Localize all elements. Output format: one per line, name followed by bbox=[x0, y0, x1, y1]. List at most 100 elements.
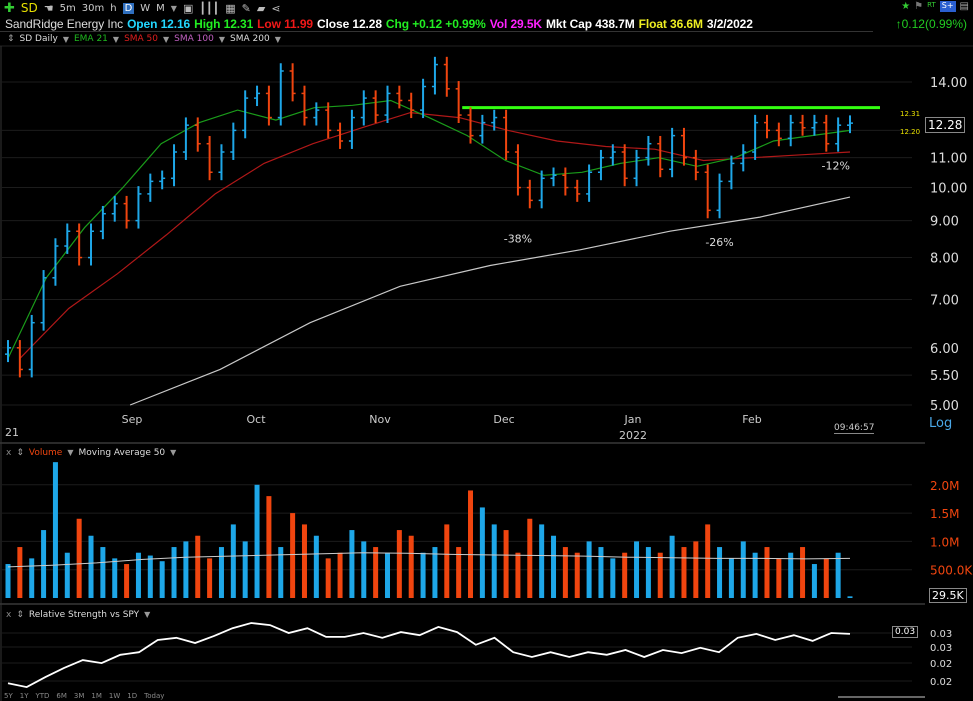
low-label: Low bbox=[257, 16, 281, 31]
volume-bar bbox=[313, 535, 319, 598]
rs-close-button[interactable]: x bbox=[6, 610, 12, 620]
save-icon[interactable]: ▤ bbox=[959, 1, 969, 12]
pencil-icon[interactable]: ✎ bbox=[241, 1, 251, 15]
float-value: 36.6M bbox=[670, 16, 703, 31]
volume-bar bbox=[539, 524, 545, 598]
quote-date: 3/2/2022 bbox=[706, 16, 753, 31]
volume-bar bbox=[823, 558, 829, 598]
star-icon[interactable]: ★ bbox=[901, 1, 911, 12]
volume-tick-label: 2.0M bbox=[930, 479, 959, 493]
drag-handle-icon[interactable]: ⇕ bbox=[7, 34, 15, 44]
volume-bar bbox=[835, 552, 841, 598]
symbol-input[interactable]: SD bbox=[20, 1, 38, 15]
chevron-down-icon[interactable]: ▼ bbox=[112, 34, 120, 44]
volume-bar bbox=[88, 535, 94, 598]
tf-monthly[interactable]: M bbox=[156, 2, 165, 14]
chevron-down-icon[interactable]: ▼ bbox=[218, 34, 226, 44]
volume-bar bbox=[337, 552, 343, 598]
vol-value: 29.5K bbox=[510, 16, 542, 31]
quote-info-bar: SandRidge Energy Inc Open 12.16 High 12.… bbox=[0, 16, 873, 32]
rs-tick-label: 0.03 bbox=[930, 643, 952, 654]
scan-icon[interactable]: S+ bbox=[939, 1, 956, 12]
flag-icon[interactable]: ⚑ bbox=[914, 1, 924, 12]
share-icon[interactable]: ⋖ bbox=[271, 1, 281, 15]
current-price-label: 12.28 bbox=[925, 117, 966, 133]
range-button-today[interactable]: Today bbox=[144, 692, 165, 700]
legend-ema21[interactable]: EMA 21 bbox=[73, 34, 108, 44]
chevron-down-icon[interactable]: ▼ bbox=[67, 448, 74, 457]
chevron-down-icon[interactable]: ▼ bbox=[170, 448, 177, 457]
range-button-6m[interactable]: 6M bbox=[56, 692, 67, 700]
company-name: SandRidge Energy Inc bbox=[5, 16, 124, 31]
sma50-line bbox=[19, 111, 851, 359]
volume-bar bbox=[254, 484, 260, 598]
rs-tick-label: 0.02 bbox=[930, 659, 952, 670]
volume-bar bbox=[764, 547, 770, 598]
volume-bar bbox=[586, 541, 592, 598]
tf-5m[interactable]: 5m bbox=[59, 2, 76, 14]
realtime-icon[interactable]: RT bbox=[927, 1, 936, 9]
volume-bar bbox=[456, 547, 462, 598]
toolbar: ✚ SD ☚ 5m 30m h D W M ▼ ▣ ┃┃┃ ▦ ✎ ▰ ⋖ bbox=[0, 0, 973, 16]
folder-icon[interactable]: ▰ bbox=[256, 1, 266, 15]
add-icon[interactable]: ✚ bbox=[4, 0, 15, 16]
range-button-5y[interactable]: 5Y bbox=[4, 692, 13, 700]
x-year-label: 2022 bbox=[619, 429, 647, 442]
volume-bar bbox=[788, 552, 794, 598]
chevron-down-icon[interactable]: ▼ bbox=[144, 610, 151, 619]
volume-bar bbox=[479, 507, 485, 598]
volume-bar bbox=[811, 564, 817, 598]
legend-sma200[interactable]: SMA 200 bbox=[230, 34, 270, 44]
volume-bar bbox=[740, 541, 746, 598]
volume-bar bbox=[634, 541, 640, 598]
volume-bar bbox=[17, 547, 23, 598]
x-tick-label: 21 bbox=[5, 426, 19, 439]
volume-bar bbox=[147, 555, 153, 598]
x-tick-label: Sep bbox=[122, 413, 143, 426]
tf-daily[interactable]: D bbox=[122, 2, 135, 14]
top-right-icons: ★ ⚑ RT S+ ▤ bbox=[901, 1, 969, 12]
volume-bar bbox=[5, 564, 11, 598]
tf-hour[interactable]: h bbox=[110, 2, 117, 14]
volume-bar bbox=[278, 547, 284, 598]
mcap-label: Mkt Cap bbox=[545, 16, 592, 31]
volume-bar bbox=[432, 547, 438, 598]
volume-bar bbox=[159, 561, 165, 598]
price-tick-label: 5.50 bbox=[930, 369, 959, 384]
bars-icon[interactable]: ┃┃┃ bbox=[199, 1, 220, 15]
text-tool-icon[interactable]: ▣ bbox=[182, 1, 194, 15]
volume-bar bbox=[29, 558, 35, 598]
volume-bar bbox=[420, 552, 426, 598]
range-button-1w[interactable]: 1W bbox=[108, 692, 121, 700]
range-button-1y[interactable]: 1Y bbox=[19, 692, 29, 700]
open-value: 12.16 bbox=[160, 16, 191, 31]
rs-panel-header: x ⇕ Relative Strength vs SPY ▼ bbox=[6, 610, 150, 620]
drag-handle-icon[interactable]: ⇕ bbox=[16, 610, 24, 620]
hand-icon[interactable]: ☚ bbox=[43, 1, 54, 15]
range-button-ytd[interactable]: YTD bbox=[35, 692, 50, 700]
drag-handle-icon[interactable]: ⇕ bbox=[16, 448, 24, 458]
range-button-1m[interactable]: 1M bbox=[91, 692, 102, 700]
volume-title[interactable]: Volume bbox=[28, 448, 63, 458]
tf-weekly[interactable]: W bbox=[140, 2, 151, 14]
tf-30m[interactable]: 30m bbox=[81, 2, 105, 14]
legend-sma50[interactable]: SMA 50 bbox=[124, 34, 159, 44]
chevron-down-icon[interactable]: ▼ bbox=[274, 34, 281, 44]
volume-close-button[interactable]: x bbox=[6, 448, 12, 458]
legend-sma100[interactable]: SMA 100 bbox=[174, 34, 214, 44]
rs-title[interactable]: Relative Strength vs SPY bbox=[28, 610, 140, 620]
volume-bar bbox=[290, 513, 296, 598]
calendar-icon[interactable]: ▦ bbox=[225, 1, 236, 15]
chg-pct: +0.99% bbox=[445, 16, 486, 31]
chevron-down-icon[interactable]: ▼ bbox=[62, 34, 69, 44]
volume-bar bbox=[64, 552, 70, 598]
x-tick-label: Jan bbox=[624, 413, 642, 426]
range-button-1d[interactable]: 1D bbox=[127, 692, 138, 700]
chevron-down-icon[interactable]: ▼ bbox=[163, 34, 170, 44]
range-button-3m[interactable]: 3M bbox=[73, 692, 85, 700]
volume-ma-label[interactable]: Moving Average 50 bbox=[78, 448, 166, 458]
timeframe-dropdown-icon[interactable]: ▼ bbox=[170, 3, 177, 13]
legend-chart[interactable]: SD Daily bbox=[19, 34, 58, 44]
scale-mode[interactable]: Log bbox=[929, 416, 953, 431]
